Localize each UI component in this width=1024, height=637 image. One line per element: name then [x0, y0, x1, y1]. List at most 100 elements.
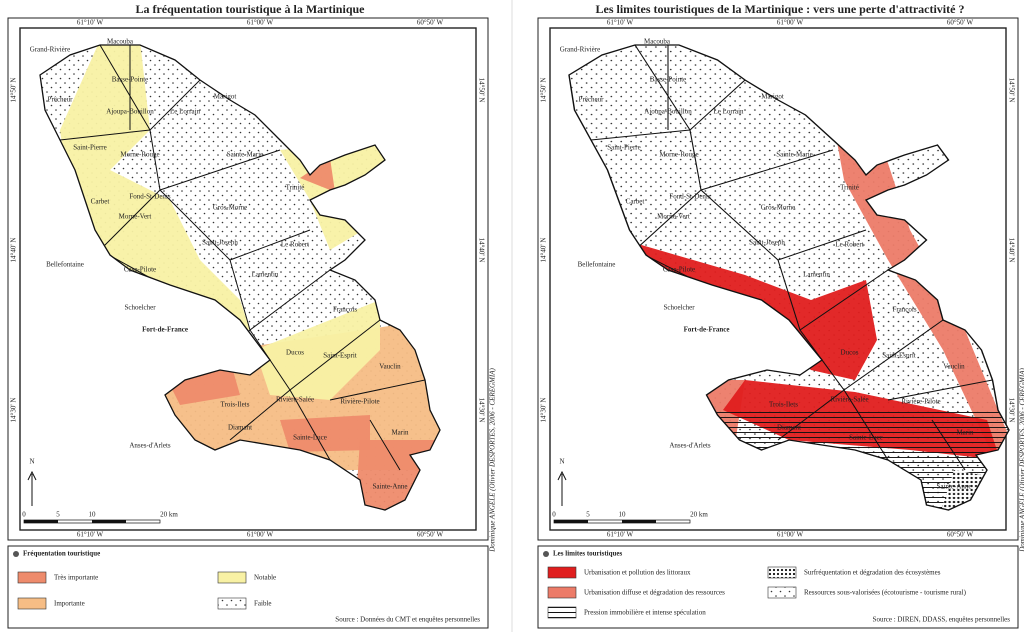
commune-label: Schoelcher: [124, 304, 156, 312]
scale-bar-fill: [554, 520, 588, 523]
map-panel: La fréquentation touristique à la Martin…: [7, 2, 497, 629]
lon-label: 60°50' W: [417, 19, 444, 27]
commune-label: Marigot: [214, 93, 237, 101]
commune-label: Sainte-Marie: [227, 151, 264, 159]
lon-label: 61°10' W: [607, 19, 634, 27]
commune-label: Rivière-Salée: [830, 396, 868, 404]
map-title: La fréquentation touristique à la Martin…: [135, 2, 365, 16]
legend-swatch: [767, 586, 797, 599]
commune-label: Rivière-Pilote: [901, 398, 940, 406]
lat-label: 14°50' N: [10, 78, 18, 103]
commune-label: Marigot: [761, 93, 784, 101]
commune-label: Vauclin: [379, 363, 401, 371]
lat-label: 14°40' N: [477, 238, 485, 263]
scale-label: 5: [586, 511, 590, 519]
commune-label: Le Lorrain: [170, 108, 201, 116]
commune-label: Ducos: [841, 349, 859, 357]
legend-swatch: [17, 571, 47, 584]
legend-label: Importante: [54, 600, 85, 608]
legend-source: Source : DIREN, DDASS, enquêtes personne…: [873, 616, 1011, 624]
commune-label: Rivière-Pilote: [340, 398, 379, 406]
zone: [355, 440, 440, 510]
legend: Fréquentation touristique Très importante…: [7, 545, 489, 629]
lat-label: 14°30' N: [10, 398, 18, 423]
legend-label: Surfréquentation et dégradation des écos…: [804, 569, 941, 577]
commune-label: Trois-Ilets: [769, 401, 798, 409]
commune-label: Fond-St-Denis: [129, 193, 171, 201]
north-arrow: [557, 470, 567, 506]
commune-label: Sainte-Luce: [849, 434, 883, 442]
legend-label: Notable: [254, 574, 276, 582]
legend-source: Source : Données du CMT et enquêtes pers…: [335, 616, 480, 624]
legend-label: Urbanisation diffuse et dégradation des …: [584, 589, 725, 597]
commune-label: Ajoupa-Bouillon: [106, 108, 154, 116]
map-title: Les limites touristiques de la Martiniqu…: [596, 2, 965, 16]
commune-label: Prêcheur: [48, 96, 74, 104]
outer-frame: [537, 17, 1019, 541]
commune-label: Grand-Rivière: [30, 46, 70, 54]
island: [39, 44, 441, 511]
commune-label: Trinité: [840, 184, 859, 192]
north-label: N: [29, 458, 34, 466]
legend-frame: [537, 545, 1019, 629]
legend-swatch: [767, 566, 797, 579]
lon-label: 61°10' W: [77, 19, 104, 27]
commune-label: Morne-Rouge: [659, 151, 698, 159]
commune-label: Morne-Vert: [119, 213, 152, 221]
commune-label: François: [892, 306, 916, 314]
commune-label: Saint-Joseph: [749, 239, 785, 247]
commune-label: Trois-Ilets: [221, 401, 250, 409]
north-label: N: [559, 458, 564, 466]
scale-label: 10: [89, 511, 97, 519]
commune-label: Carbet: [91, 198, 110, 206]
legend-frame: [7, 545, 489, 629]
commune-label: Grand-Rivière: [560, 46, 600, 54]
commune-label: Anses-d'Arlets: [129, 442, 171, 450]
commune-label: Saint-Joseph: [202, 239, 238, 247]
zone: [255, 300, 380, 400]
lat-label: 14°30' N: [540, 398, 548, 423]
legend-label: Très importante: [54, 574, 98, 582]
legend-bullet: [543, 551, 549, 557]
commune-label: Fond-St-Denis: [669, 193, 711, 201]
inner-frame: [19, 27, 477, 531]
commune-label: Rivière-Salée: [276, 396, 314, 404]
commune-label: Sainte-Anne: [937, 483, 972, 491]
lon-label: 61°00' W: [777, 19, 804, 27]
legend-label: Ressources sous-valorisées (écotourisme …: [804, 589, 967, 597]
legend-swatch: [547, 606, 577, 619]
lon-label: 60°50' W: [947, 19, 974, 27]
commune-label: Anses-d'Arlets: [669, 442, 711, 450]
commune-label: Fort-de-France: [684, 326, 730, 334]
scale-bar-fill: [92, 520, 126, 523]
legend-swatch: [17, 597, 47, 610]
outer-frame: [7, 17, 489, 541]
commune-label: Case-Pilote: [124, 266, 156, 274]
lat-label: 14°40' N: [10, 238, 18, 263]
scale-label: 10: [619, 511, 627, 519]
commune-label: Carbet: [626, 198, 645, 206]
commune-label: Ajoupa-Bouillon: [644, 108, 692, 116]
commune-label: Trinité: [286, 184, 305, 192]
commune-label: Gros-Morne: [761, 204, 796, 212]
commune-label: Basse-Pointe: [650, 76, 687, 84]
lat-label: 14°30' N: [477, 398, 485, 423]
commune-label: Saint-Esprit: [323, 352, 356, 360]
legend-title: Les limites touristiques: [553, 550, 622, 558]
commune-label: Fort-de-France: [142, 326, 188, 334]
commune-label: Schoelcher: [663, 304, 695, 312]
legend-title: Fréquentation touristique: [23, 550, 100, 558]
credit: Dominique ANGELE (Olivier DESPORTES, 200…: [489, 368, 497, 553]
commune-label: Sainte-Anne: [373, 483, 408, 491]
legend-bullet: [13, 551, 19, 557]
scale-label: 20 km: [690, 511, 708, 519]
commune-label: Bellefontaine: [46, 261, 84, 269]
commune-label: Le Robert: [835, 241, 863, 249]
commune-label: François: [333, 306, 357, 314]
lon-label: 61°00' W: [247, 531, 274, 539]
scale-label: 5: [56, 511, 60, 519]
lon-label: 61°00' W: [777, 531, 804, 539]
commune-label: Sainte-Marie: [776, 151, 813, 159]
commune-label: Ducos: [286, 349, 304, 357]
